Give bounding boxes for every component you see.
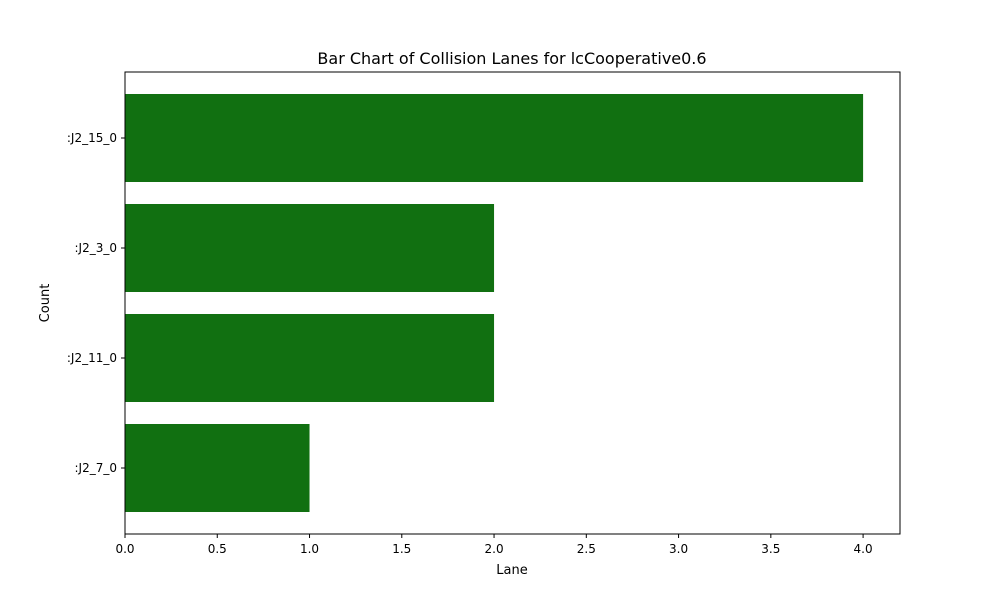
x-tick-label: 3.0 [669, 542, 688, 556]
y-tick-label: :J2_11_0 [67, 351, 117, 365]
x-axis-ticks: 0.0 0.5 1.0 1.5 2.0 2.5 3.0 3.5 4.0 [115, 534, 873, 556]
y-tick-label: :J2_15_0 [67, 131, 117, 145]
x-axis-label: Lane [496, 563, 527, 578]
x-tick-label: 0.0 [115, 542, 134, 556]
bar-j2-3-0 [125, 204, 495, 292]
x-tick-label: 1.5 [392, 542, 411, 556]
bar-j2-7-0 [125, 424, 310, 512]
x-tick-label: 2.0 [485, 542, 504, 556]
y-axis-label: Count [38, 284, 53, 323]
bar-j2-15-0 [125, 94, 864, 182]
x-tick-label: 3.5 [761, 542, 780, 556]
x-tick-label: 1.0 [300, 542, 319, 556]
x-tick-label: 4.0 [854, 542, 873, 556]
bar-j2-11-0 [125, 314, 495, 402]
x-tick-label: 2.5 [577, 542, 596, 556]
y-tick-label: :J2_3_0 [75, 241, 118, 255]
plot-frame [124, 71, 901, 535]
y-tick-label: :J2_7_0 [75, 461, 118, 475]
y-axis-ticks: :J2_15_0 :J2_3_0 :J2_11_0 :J2_7_0 [67, 131, 125, 475]
bars-group [125, 94, 864, 512]
x-tick-label: 0.5 [208, 542, 227, 556]
chart-title: Bar Chart of Collision Lanes for lcCoope… [317, 49, 706, 68]
